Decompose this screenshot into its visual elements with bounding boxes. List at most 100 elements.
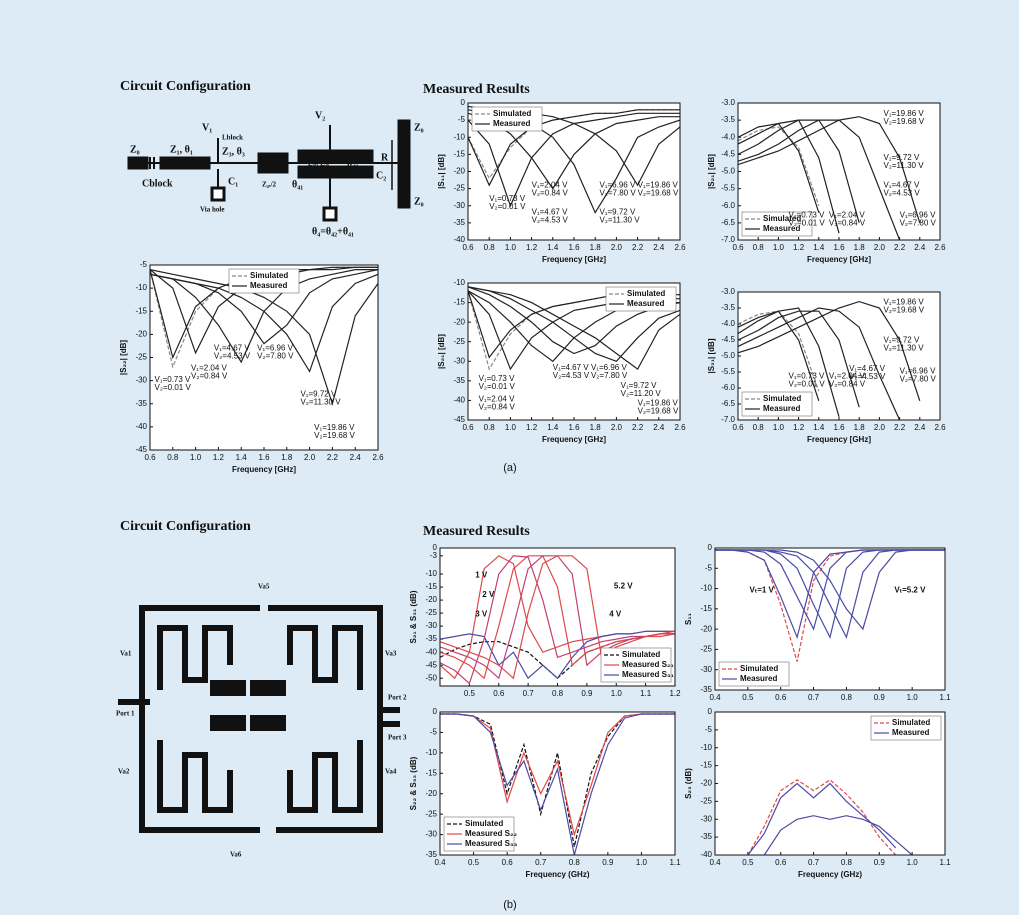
circuit-label: Lblock [222, 134, 243, 142]
x-tick-label: 1.2 [793, 243, 805, 252]
legend-label: Measured [763, 404, 800, 413]
annotation: V₂=0.84 V [191, 372, 228, 381]
x-axis-label: Frequency [GHz] [807, 435, 871, 444]
x-tick-label: 0.6 [493, 689, 505, 698]
annotation: 3 V [475, 609, 488, 618]
caption: (b) [503, 899, 516, 911]
x-tick-label: 2.2 [632, 423, 644, 432]
annotation: 4 V [609, 609, 622, 618]
x-tick-label: 0.6 [775, 858, 787, 867]
circuit-label: Z₄ₑ, Z₄ₒ [308, 160, 329, 168]
y-tick-label: -4.0 [721, 319, 735, 328]
y-tick-label: -6.5 [721, 399, 735, 408]
circuit-label: Va3 [385, 650, 397, 658]
y-tick-label: -35 [135, 399, 147, 408]
circuit-label: C₁ [228, 176, 238, 187]
circuit-label: V₁ [202, 122, 212, 133]
circuit-label: Z₀ [414, 196, 424, 207]
x-tick-label: 0.6 [462, 243, 474, 252]
y-tick-label: -5 [430, 728, 438, 737]
x-tick-label: 0.4 [434, 858, 446, 867]
x-tick-label: 2.0 [874, 423, 886, 432]
y-tick-label: -5 [705, 563, 713, 572]
legend-label: Measured [627, 299, 664, 308]
y-tick-label: -6.5 [721, 218, 735, 227]
y-tick-label: -15 [453, 149, 465, 158]
y-tick-label: -30 [700, 814, 712, 823]
annotation: V₂=0.01 V [789, 218, 826, 227]
x-tick-label: 0.6 [502, 858, 514, 867]
x-tick-label: 2.6 [674, 243, 686, 252]
x-tick-label: 0.8 [753, 243, 765, 252]
x-axis-label: Frequency (GHz) [525, 870, 589, 879]
y-tick-label: -40 [135, 422, 147, 431]
x-tick-label: 2.6 [674, 423, 686, 432]
x-tick-label: 1.6 [833, 423, 845, 432]
y-tick-label: -10 [453, 278, 465, 287]
y-tick-label: -10 [425, 569, 437, 578]
x-tick-label: 1.1 [669, 858, 681, 867]
x-tick-label: 0.6 [775, 693, 787, 702]
x-tick-label: 1.1 [640, 689, 652, 698]
chart: 0-5-10-15-20-25-30-350.40.50.60.70.80.91… [684, 543, 951, 702]
y-tick-label: -5.5 [721, 367, 735, 376]
x-tick-label: 1.0 [907, 693, 919, 702]
circuit-label: C₂ [376, 170, 386, 181]
annotation: V₂=7.80 V [591, 371, 628, 380]
x-tick-label: 0.6 [732, 243, 744, 252]
x-tick-label: 2.4 [653, 423, 665, 432]
legend-label: Measured S₃₃ [465, 839, 518, 848]
x-axis-label: Frequency [GHz] [807, 255, 871, 264]
circuit-label: Port 2 [388, 694, 407, 702]
circuit-label: Va4 [385, 768, 397, 776]
x-tick-label: 1.4 [547, 243, 559, 252]
y-axis-label: |S₂₁| [dB] [707, 154, 716, 189]
x-axis-label: Frequency [GHz] [542, 255, 606, 264]
legend-label: Measured [250, 281, 287, 290]
y-tick-label: -30 [425, 621, 437, 630]
x-tick-label: 0.7 [523, 689, 535, 698]
x-tick-label: 2.4 [653, 243, 665, 252]
circuit-label: Port 3 [388, 734, 407, 742]
y-tick-label: -40 [425, 647, 437, 656]
y-tick-label: -10 [700, 584, 712, 593]
x-tick-label: 2.0 [874, 243, 886, 252]
x-tick-label: 1.0 [773, 423, 785, 432]
y-tick-label: -15 [425, 582, 437, 591]
x-tick-label: 0.8 [569, 858, 581, 867]
y-tick-label: -3.5 [721, 303, 735, 312]
y-tick-label: -15 [135, 306, 147, 315]
x-tick-label: 2.0 [611, 423, 623, 432]
x-tick-label: 1.0 [505, 423, 517, 432]
section-heading: Circuit Configuration [120, 519, 251, 534]
x-tick-label: 0.9 [602, 858, 614, 867]
circuit-label: R [381, 152, 389, 163]
circuit-label: Port 1 [116, 710, 135, 718]
y-tick-label: -30 [453, 356, 465, 365]
annotation: V₂=11.30 V [599, 216, 640, 225]
legend-label: Simulated [763, 394, 801, 403]
circuit-label: Va5 [258, 583, 270, 591]
y-tick-label: -10 [700, 743, 712, 752]
y-axis-label: S₁₁ [684, 612, 693, 625]
x-tick-label: 2.4 [914, 423, 926, 432]
x-tick-label: 0.5 [742, 693, 754, 702]
annotation: V₂=19.68 V [638, 188, 679, 197]
x-tick-label: 1.8 [590, 243, 602, 252]
annotation: V₂=0.01 V [789, 380, 826, 389]
x-tick-label: 1.0 [505, 243, 517, 252]
x-tick-label: 1.6 [833, 243, 845, 252]
y-tick-label: -3.5 [721, 115, 735, 124]
chart: -5-10-15-20-25-30-35-40-450.60.81.01.21.… [119, 260, 384, 474]
y-tick-label: -30 [700, 665, 712, 674]
y-tick-label: -30 [453, 201, 465, 210]
x-tick-label: 0.5 [468, 858, 480, 867]
x-tick-label: 0.7 [808, 858, 820, 867]
x-tick-label: 1.4 [236, 453, 248, 462]
y-tick-label: -35 [453, 376, 465, 385]
legend-label: Measured [892, 728, 929, 737]
y-tick-label: -20 [700, 624, 712, 633]
annotation: V₂=0.01 V [489, 202, 526, 211]
x-tick-label: 1.0 [190, 453, 202, 462]
figure: Circuit Configuration Measured Results (… [0, 0, 1019, 915]
